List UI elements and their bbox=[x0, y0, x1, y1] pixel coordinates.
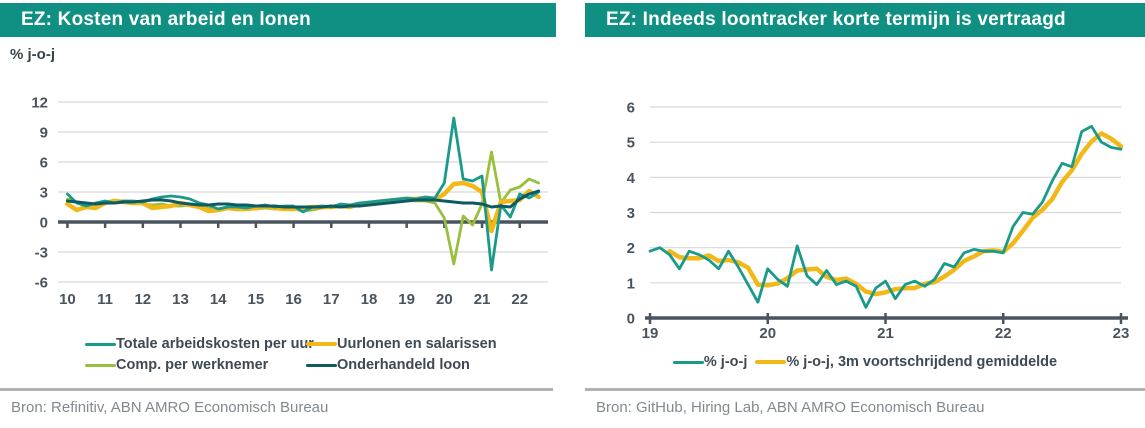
series-line-0 bbox=[66, 116, 540, 272]
source-text: Bron: GitHub, Hiring Lab, ABN AMRO Econo… bbox=[596, 399, 985, 416]
series-line-3 bbox=[65, 189, 541, 209]
legend-swatch-joj-3m bbox=[755, 360, 787, 364]
x-tick-label: 21 bbox=[474, 291, 491, 308]
legend-label: Uurlonen en salarissen bbox=[337, 336, 497, 352]
labour-costs-chart-canvas: 12 9 6 3 0 -3 -6 10 11 12 13 14 15 16 17 18 19 20 21 22 bbox=[31, 95, 548, 308]
legend-swatch-uurlonen bbox=[306, 342, 337, 346]
x-tick-label: 16 bbox=[285, 291, 302, 308]
y-tick-label: 5 bbox=[627, 135, 635, 152]
x-tick-label: 14 bbox=[210, 291, 227, 308]
legend-label: % j-o-j, 3m voortschrijdend gemiddelde bbox=[786, 354, 1058, 370]
y-tick-label: 3 bbox=[40, 185, 48, 202]
x-tick-label: 22 bbox=[995, 325, 1012, 342]
x-tick-label: 10 bbox=[59, 291, 76, 308]
y-tick-label: 0 bbox=[40, 215, 48, 232]
series-line-0 bbox=[648, 124, 1123, 309]
x-tick-label: 19 bbox=[642, 325, 659, 342]
legend-item: Uurlonen en salarissen bbox=[306, 336, 497, 352]
y-tick-label: 9 bbox=[40, 125, 48, 142]
y-axis-unit-label: % j-o-j bbox=[10, 46, 55, 63]
chart-title-banner: EZ: Kosten van arbeid en lonen bbox=[0, 3, 556, 37]
x-tick-label: 19 bbox=[398, 291, 415, 308]
divider bbox=[0, 388, 553, 391]
y-tick-label: 4 bbox=[627, 170, 636, 187]
source-text: Bron: Refinitiv, ABN AMRO Economisch Bur… bbox=[11, 399, 329, 416]
legend-item: % j-o-j, 3m voortschrijdend gemiddelde bbox=[755, 354, 1057, 370]
y-tick-label: 0 bbox=[627, 311, 635, 328]
x-tick-label: 12 bbox=[134, 291, 151, 308]
y-tick-label: 6 bbox=[40, 155, 48, 172]
legend: Totale arbeidskosten per uur Uurlonen en… bbox=[85, 336, 497, 373]
legend-label: Onderhandeld loon bbox=[337, 357, 470, 373]
legend-item: Totale arbeidskosten per uur bbox=[85, 336, 314, 352]
x-tick-label: 13 bbox=[172, 291, 189, 308]
x-tick-label: 11 bbox=[97, 291, 113, 308]
y-tick-label: -3 bbox=[35, 245, 48, 262]
x-tick-label: 21 bbox=[877, 325, 894, 342]
y-tick-label: 12 bbox=[31, 95, 48, 112]
panel-labour-costs: EZ: Kosten van arbeid en lonen % j-o-j 1… bbox=[0, 0, 556, 428]
legend-label: Comp. per werknemer bbox=[116, 357, 269, 373]
y-tick-label: 2 bbox=[627, 240, 635, 257]
chart-title: EZ: Indeeds loontracker korte termijn is… bbox=[606, 9, 1066, 30]
x-tick-label: 17 bbox=[323, 291, 340, 308]
y-tick-label: -6 bbox=[35, 275, 48, 292]
legend-label: Totale arbeidskosten per uur bbox=[116, 336, 314, 352]
legend-label: % j-o-j bbox=[703, 354, 748, 370]
x-tick-label: 23 bbox=[1113, 325, 1130, 342]
legend-swatch-onderhandeld-loon bbox=[306, 363, 337, 367]
legend-item: Comp. per werknemer bbox=[85, 357, 306, 373]
x-tick-label: 20 bbox=[436, 291, 453, 308]
y-tick-label: 6 bbox=[627, 100, 635, 117]
x-tick-label: 18 bbox=[361, 291, 378, 308]
legend-item: % j-o-j bbox=[672, 354, 748, 370]
chart-title: EZ: Kosten van arbeid en lonen bbox=[21, 9, 311, 30]
x-tick-label: 20 bbox=[759, 325, 776, 342]
series-line-1 bbox=[667, 131, 1124, 297]
divider bbox=[585, 388, 1145, 391]
y-tick-label: 1 bbox=[627, 275, 635, 292]
legend: % j-o-j % j-o-j, 3m voortschrijdend gemi… bbox=[585, 354, 1145, 370]
legend-item: Onderhandeld loon bbox=[306, 357, 497, 373]
x-tick-label: 22 bbox=[511, 291, 528, 308]
x-tick-label: 15 bbox=[248, 291, 265, 308]
legend-swatch-joj bbox=[672, 360, 704, 364]
y-tick-label: 3 bbox=[627, 205, 635, 222]
legend-swatch-totale-arbeidskosten bbox=[85, 342, 116, 346]
legend-swatch-comp-per-werknemer bbox=[85, 363, 116, 367]
chart-title-banner: EZ: Indeeds loontracker korte termijn is… bbox=[585, 3, 1145, 37]
panel-indeed-wage-tracker: EZ: Indeeds loontracker korte termijn is… bbox=[585, 0, 1145, 428]
